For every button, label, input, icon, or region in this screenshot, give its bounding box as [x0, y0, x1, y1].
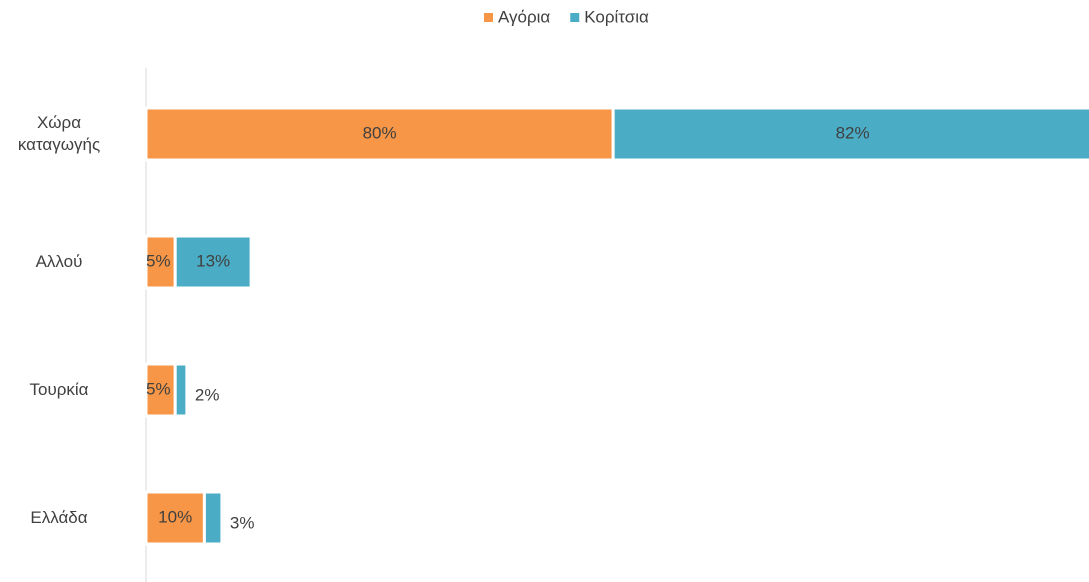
- legend-swatch: [570, 13, 580, 22]
- data-label: 3%: [230, 513, 255, 532]
- category-label: Αλλού: [35, 252, 83, 271]
- bar-segment: [173, 234, 253, 290]
- category-label: Τουρκία: [29, 380, 89, 399]
- category-label: Χώρα καταγωγής: [17, 113, 101, 154]
- data-label: 82%: [836, 123, 870, 142]
- category-label: Ελλάδα: [30, 508, 88, 527]
- legend-label: Αγόρια: [498, 7, 550, 26]
- data-label: 80%: [363, 123, 397, 142]
- bar-segment: [144, 490, 206, 546]
- bar-segment: [611, 106, 1089, 162]
- legend-swatch: [484, 13, 493, 22]
- bar-segment: [202, 490, 224, 546]
- data-label: 10%: [158, 507, 192, 526]
- data-label: 13%: [196, 251, 230, 270]
- data-label: 2%: [195, 385, 220, 404]
- data-label: 5%: [146, 379, 171, 398]
- legend-label: Κορίτσια: [584, 7, 649, 26]
- bar-segment: [173, 362, 189, 418]
- data-label: 5%: [146, 251, 171, 270]
